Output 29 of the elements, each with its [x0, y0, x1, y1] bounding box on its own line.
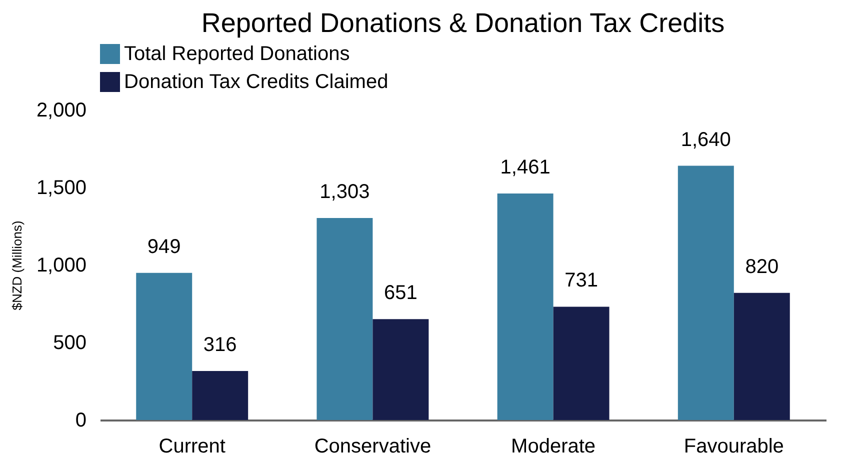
data-label: 1,461: [500, 156, 550, 179]
bar: [316, 218, 373, 420]
y-tick-label: 0: [75, 410, 86, 432]
data-label: 731: [564, 270, 598, 292]
y-tick-label: 500: [53, 332, 86, 354]
bar: [553, 306, 610, 420]
bar: [734, 292, 790, 420]
y-axis-title: $NZD (Millions): [9, 220, 24, 310]
legend-label: Donation Tax Credits Claimed: [124, 71, 388, 93]
data-label: 1,303: [320, 181, 370, 204]
x-tick-label: Current: [158, 436, 226, 458]
y-tick-label: 2,000: [36, 100, 86, 122]
legend-label: Total Reported Donations: [124, 43, 350, 65]
bar: [192, 371, 248, 420]
bar: [678, 166, 734, 420]
data-label: 820: [745, 256, 779, 278]
data-label: 1,640: [680, 128, 731, 151]
chart-title: Reported Donations & Donation Tax Credits: [201, 8, 725, 38]
bar: [372, 319, 429, 420]
bar: [497, 194, 554, 420]
bar: [136, 272, 192, 420]
data-label: 949: [147, 236, 181, 258]
x-tick-label: Conservative: [314, 436, 432, 458]
data-label: 651: [384, 282, 418, 304]
y-tick-label: 1,500: [36, 177, 86, 199]
x-tick-label: Favourable: [684, 436, 784, 458]
x-tick-label: Moderate: [511, 436, 596, 458]
y-tick-label: 1,000: [36, 254, 86, 276]
data-label: 316: [203, 334, 237, 356]
